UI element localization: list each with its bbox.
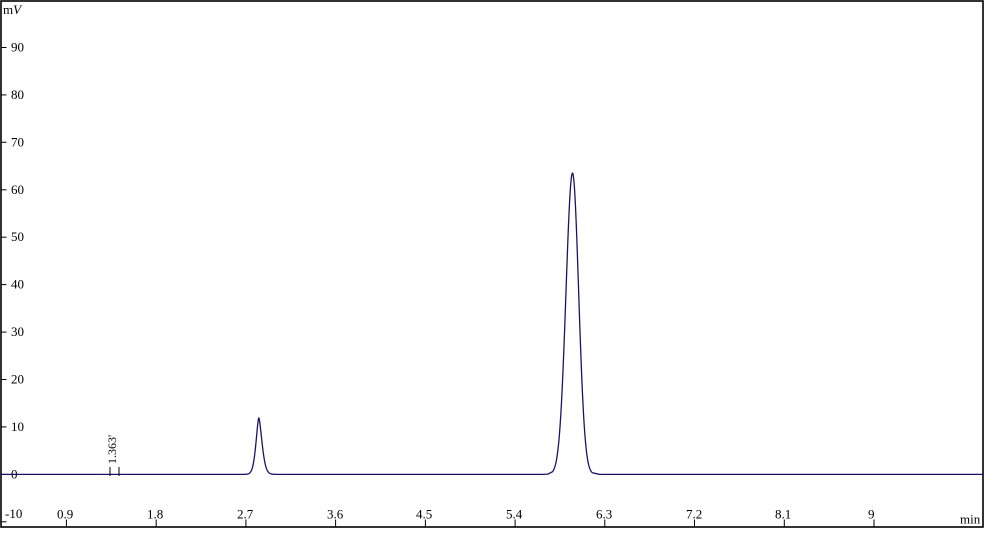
svg-text:70: 70: [11, 134, 24, 149]
svg-text:-10: -10: [5, 506, 22, 521]
svg-text:4.5: 4.5: [416, 507, 432, 522]
svg-text:0.9: 0.9: [57, 507, 73, 522]
svg-text:6.3: 6.3: [596, 507, 612, 522]
svg-text:2.7: 2.7: [237, 507, 254, 522]
svg-text:40: 40: [11, 277, 24, 292]
svg-text:3.6: 3.6: [327, 507, 344, 522]
svg-text:30: 30: [11, 324, 24, 339]
svg-text:10: 10: [11, 419, 24, 434]
svg-text:min: min: [960, 512, 981, 527]
svg-text:60: 60: [11, 182, 24, 197]
svg-text:mV: mV: [3, 2, 23, 17]
svg-text:9: 9: [868, 507, 875, 522]
svg-text:90: 90: [11, 40, 24, 55]
svg-text:8.1: 8.1: [775, 507, 791, 522]
svg-text:20: 20: [11, 372, 24, 387]
svg-text:7.2: 7.2: [686, 507, 702, 522]
svg-text:50: 50: [11, 229, 24, 244]
svg-text:80: 80: [11, 87, 24, 102]
svg-text:1.363': 1.363': [105, 435, 119, 464]
svg-text:5.4: 5.4: [506, 507, 523, 522]
svg-text:1.8: 1.8: [147, 507, 163, 522]
